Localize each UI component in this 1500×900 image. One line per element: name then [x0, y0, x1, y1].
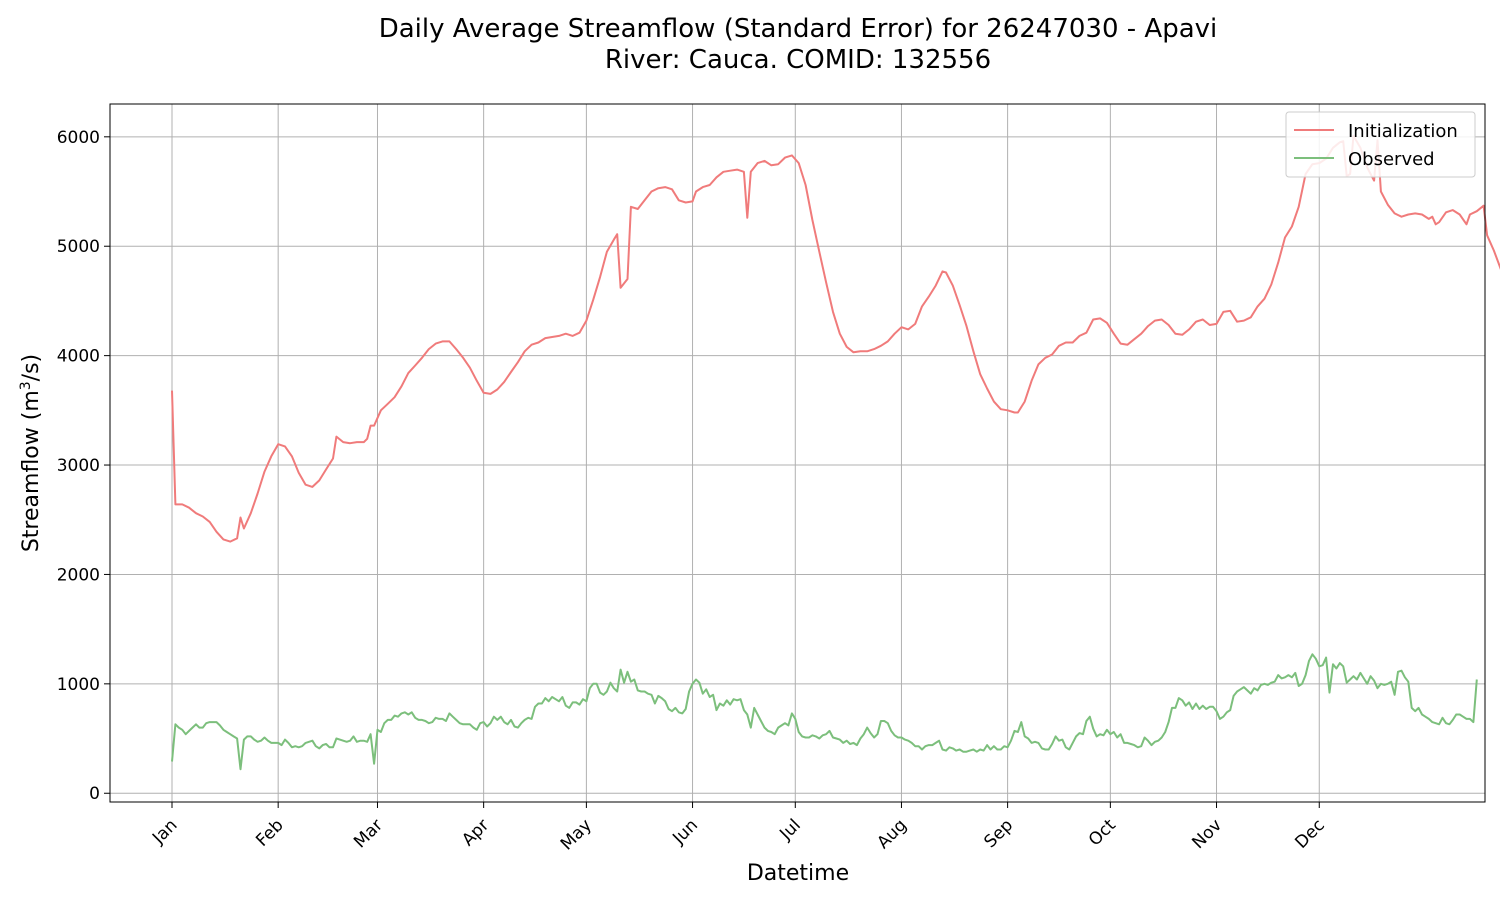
chart-title-line-1: Daily Average Streamflow (Standard Error…	[379, 14, 1218, 44]
x-tick-label-sep: Sep	[980, 815, 1017, 852]
x-tick-label-jul: Jul	[775, 815, 804, 844]
chart-title-line-2: River: Cauca. COMID: 132556	[605, 45, 991, 75]
x-tick-label-oct: Oct	[1085, 815, 1120, 850]
y-tick-label: 1000	[57, 675, 100, 695]
x-tick-label-aug: Aug	[873, 815, 911, 853]
y-tick-label: 4000	[57, 347, 100, 367]
legend: Initialization Observed	[1285, 111, 1476, 178]
x-tick-label-apr: Apr	[458, 815, 493, 850]
x-tick-label-dec: Dec	[1291, 815, 1328, 852]
y-tick-label: 0	[89, 784, 100, 804]
y-axis-label-sup: 3	[18, 381, 34, 390]
series-line-observed	[171, 653, 1478, 771]
plot-frame	[109, 103, 1486, 803]
legend-box	[1285, 111, 1476, 178]
y-tick-label: 5000	[57, 237, 100, 257]
x-tick-label-feb: Feb	[252, 815, 287, 850]
x-tick-label-nov: Nov	[1188, 815, 1226, 853]
x-axis-label: Datetime	[747, 861, 849, 886]
grid	[110, 104, 1485, 802]
legend-label-initialization: Initialization	[1348, 121, 1458, 142]
x-tick-label-jun: Jun	[668, 815, 702, 849]
x-tick-label-may: May	[557, 815, 596, 854]
y-axis-label: Streamflow (m3/s)	[18, 354, 44, 552]
y-tick-label: 3000	[57, 456, 100, 476]
x-tick-label-jan: Jan	[148, 815, 181, 848]
y-tick-label: 2000	[57, 565, 100, 585]
y-axis-label-main: Streamflow (m	[19, 390, 44, 552]
series-line-initialization	[171, 134, 1500, 543]
legend-label-observed: Observed	[1348, 149, 1435, 170]
y-axis-label-tail: /s)	[19, 354, 44, 381]
series-layer	[171, 134, 1500, 771]
y-tick-label: 6000	[57, 128, 100, 148]
x-tick-label-mar: Mar	[350, 815, 387, 852]
